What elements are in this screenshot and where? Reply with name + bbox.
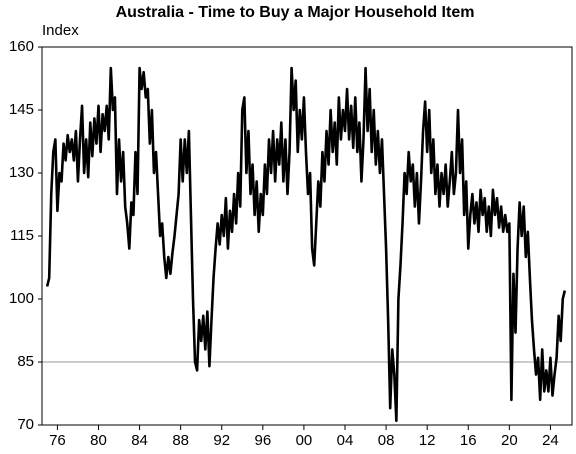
x-tick-label: 04 <box>337 432 354 449</box>
x-tick-label: 92 <box>213 432 230 449</box>
data-line <box>45 66 567 423</box>
x-tick-label: 96 <box>254 432 271 449</box>
plot-frame <box>41 46 573 426</box>
x-tick-label: 80 <box>90 432 107 449</box>
chart-title: Australia - Time to Buy a Major Househol… <box>116 4 475 21</box>
y-tick-label: 145 <box>9 101 34 118</box>
x-tick-label: 00 <box>296 432 313 449</box>
x-tick-label: 84 <box>131 432 148 449</box>
x-tick-label: 08 <box>378 432 395 449</box>
y-tick-label: 70 <box>17 416 34 433</box>
y-tick-label: 85 <box>17 353 34 370</box>
y-tick-label: 160 <box>9 38 34 55</box>
y-tick-label: 130 <box>9 164 34 181</box>
x-tick-label: 76 <box>49 432 66 449</box>
x-tick-label: 20 <box>501 432 518 449</box>
y-tick-label: 115 <box>10 227 34 244</box>
x-tick-label: 16 <box>460 432 477 449</box>
y-tick-label: 100 <box>9 290 34 307</box>
x-tick-label: 24 <box>542 432 559 449</box>
x-tick-label: 88 <box>172 432 189 449</box>
y-axis-label: Index <box>42 22 79 39</box>
x-tick-label: 12 <box>419 432 436 449</box>
